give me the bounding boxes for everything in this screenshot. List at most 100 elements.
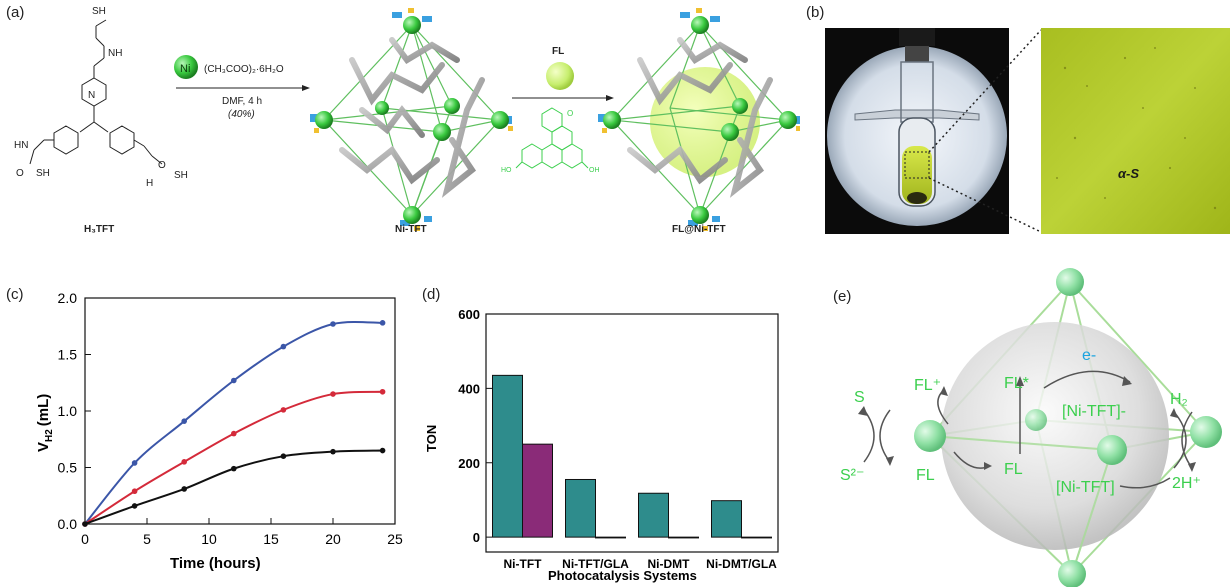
chart-d-ytick-label: 200 <box>458 456 480 471</box>
alpha-s-label: α-S <box>1118 166 1139 181</box>
zoom-line-bottom <box>928 177 1042 233</box>
chart-d-bar <box>522 443 553 538</box>
chart-c-frame <box>84 297 396 525</box>
label-fl-left: FL <box>916 467 935 484</box>
chart-c-ylabel: VH2 (mL) <box>35 394 55 452</box>
panel-label-b: (b) <box>806 4 825 21</box>
panel-label-a: (a) <box>6 4 25 21</box>
ligand-hn-left: HN <box>14 140 28 151</box>
chart-c-point <box>231 377 237 384</box>
chart-c-xtick-label: 10 <box>201 531 217 547</box>
chart-c-xtick-label: 20 <box>325 531 341 547</box>
panel-b-photos: α-S <box>825 28 1230 234</box>
chart-d-xtick-label: Ni-TFT/GLA <box>562 557 629 571</box>
chart-c-xlabel: Time (hours) <box>170 555 261 572</box>
fluorescein-o-top: O <box>567 109 573 118</box>
chart-d-xlabel: Photocatalysis Systems <box>548 568 697 583</box>
chart-c-point <box>181 418 187 424</box>
ligand-name: H₃TFT <box>84 224 114 235</box>
ni-ion-sphere <box>174 55 198 79</box>
chart-d-bar <box>711 500 742 538</box>
chart-c-point <box>280 343 287 350</box>
ligand-h-right: H <box>146 178 153 189</box>
arrow-h2-cycle-left <box>1173 411 1187 469</box>
chart-c-point <box>231 430 237 437</box>
chart-c-ytick-label: 1.5 <box>58 347 78 363</box>
chart-c-xtick-label: 15 <box>263 531 279 547</box>
chart-c-ylabel-sub: H2 <box>44 429 55 442</box>
fluorescein-oh: OH <box>589 167 600 174</box>
host-guest-name: FL@Ni-TFT <box>672 224 726 235</box>
arrow-h2-cycle-right <box>1181 411 1193 469</box>
chart-d-bar <box>638 492 669 538</box>
ni-tft-cage <box>310 8 513 231</box>
ligand-sh-left: SH <box>36 168 50 179</box>
reaction-yield: (40%) <box>228 109 255 120</box>
fl-sphere <box>941 322 1169 550</box>
chart-d-ytick-label: 400 <box>458 381 480 396</box>
chart-d-bar <box>668 536 699 539</box>
ni-node-front <box>1097 435 1127 465</box>
chart-c-point <box>82 521 88 527</box>
chart-c-point <box>131 503 138 509</box>
fl-ni-tft-cage <box>598 8 800 231</box>
label-fl-center: FL <box>1004 461 1023 478</box>
panel-a-scheme: SH NH N HN O SH O SH H H₃TFT Ni (CH₃COO)… <box>14 6 800 235</box>
chart-c-point <box>379 447 386 454</box>
chart-d-ytick-label: 600 <box>458 307 480 322</box>
chart-c-ylabel-unit: (mL) <box>35 394 52 427</box>
arrow-s-cycle-right <box>879 409 891 463</box>
chart-d-bar <box>565 478 596 538</box>
ligand-o-left: O <box>16 168 24 179</box>
chart-c-point <box>280 453 287 459</box>
reagent-metal: Ni <box>180 63 190 75</box>
ligand-structure <box>29 19 163 165</box>
panel-label-c: (c) <box>6 286 24 303</box>
chart-c-series-line-2 <box>84 449 383 525</box>
arrow-ni-regeneration <box>1119 477 1171 489</box>
chart-c-point <box>131 460 138 466</box>
chart-c-point <box>330 448 336 455</box>
chart-c-ytick-label: 2.0 <box>58 290 78 306</box>
label-fl-star: FL* <box>1004 375 1029 392</box>
label-s: S <box>854 389 865 406</box>
chart-d-bar <box>492 374 523 538</box>
panel-d-chart: 0 200 400 600 Ni-TFT Ni-TFT/GLA Ni-DMT Ni-DMT/… <box>424 307 779 583</box>
ligand-sh-right: SH <box>174 170 188 181</box>
chart-c-series-line-1 <box>84 390 383 525</box>
chart-c-ylabel-main: V <box>35 442 52 452</box>
ni-node-bottom <box>1058 560 1086 587</box>
chart-c-xtick-label: 5 <box>143 531 151 547</box>
fl-guest-sphere <box>546 62 574 90</box>
svg-text:VH2(mL): VH2 (mL) <box>35 394 55 452</box>
panel-label-d: (d) <box>422 286 441 303</box>
ni-node-right <box>1190 416 1222 448</box>
chart-c-point <box>231 465 237 472</box>
panel-c-chart: 0.00.51.01.52.0 0 5 10 15 20 25 Time (hours) … <box>35 290 403 572</box>
chart-c-point <box>379 388 386 395</box>
chart-d-frame <box>485 313 779 553</box>
cage-name: Ni-TFT <box>395 224 427 235</box>
chart-c-point <box>181 459 187 465</box>
arrow-electron-transfer <box>1043 370 1131 389</box>
chart-c-xtick-label: 0 <box>81 531 89 547</box>
chart-d-ylabel: TON <box>424 425 439 452</box>
chart-d-xtick-label: Ni-TFT <box>504 557 543 571</box>
label-electron: e- <box>1082 347 1096 364</box>
label-fl-plus: FL⁺ <box>914 377 941 394</box>
chart-c-ytick-label: 1.0 <box>58 403 78 419</box>
chart-c-xtick-label: 25 <box>387 531 403 547</box>
panel-label-e: (e) <box>833 288 852 305</box>
chart-c-ytick-label: 0.0 <box>58 516 78 532</box>
guest-label: FL <box>552 46 564 57</box>
chart-c-point <box>330 391 336 397</box>
fluorescein-ho: HO <box>501 167 512 174</box>
chart-c-point <box>330 321 336 327</box>
chart-c-ytick-label: 0.5 <box>58 460 78 476</box>
ni-node-left <box>914 420 946 452</box>
reagent-formula: (CH₃COO)₂·6H₂O <box>204 64 284 75</box>
chart-c-point <box>131 488 138 495</box>
ligand-nh-top: NH <box>108 48 122 59</box>
ni-node-top <box>1056 268 1084 296</box>
label-ni-tft-minus: [Ni-TFT]- <box>1062 403 1126 420</box>
